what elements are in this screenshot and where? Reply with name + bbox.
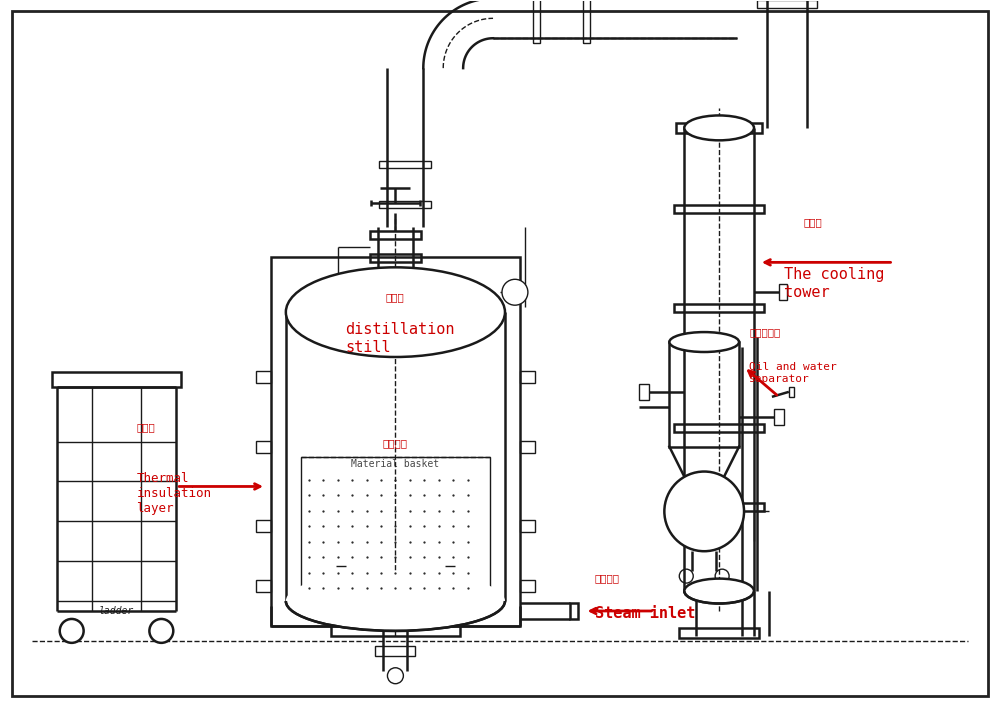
Text: distillation
still: distillation still — [346, 322, 455, 354]
Bar — [379, 201, 431, 208]
Circle shape — [149, 619, 173, 643]
Bar — [52, 372, 181, 387]
Bar — [757, 1, 817, 8]
Text: 冷凝器: 冷凝器 — [804, 218, 823, 228]
Bar — [520, 440, 535, 452]
Ellipse shape — [684, 115, 754, 141]
Bar — [271, 257, 520, 626]
Bar — [570, 603, 578, 619]
Bar — [674, 423, 764, 432]
Bar — [370, 231, 421, 240]
Bar — [774, 409, 784, 425]
Bar — [676, 123, 762, 133]
Bar — [256, 520, 271, 532]
Bar — [256, 440, 271, 452]
Bar — [520, 371, 535, 383]
Text: ladder: ladder — [99, 606, 134, 616]
Text: 蒸馏釜: 蒸馏釜 — [385, 292, 404, 302]
Text: 蒸汽进口: 蒸汽进口 — [595, 573, 620, 583]
Bar — [583, 0, 590, 43]
Ellipse shape — [684, 578, 754, 604]
Bar — [520, 520, 535, 532]
Bar — [639, 384, 649, 400]
Bar — [679, 628, 759, 638]
Text: Material basket: Material basket — [351, 459, 439, 469]
Text: Oil and water
separator: Oil and water separator — [749, 362, 837, 384]
Bar — [520, 580, 535, 592]
Text: Thermal
insulation
layer: Thermal insulation layer — [136, 472, 211, 515]
Bar — [674, 204, 764, 213]
Text: 保温层: 保温层 — [136, 421, 155, 432]
Bar — [674, 503, 764, 511]
Bar — [370, 255, 421, 262]
Bar — [789, 387, 794, 397]
Ellipse shape — [669, 332, 739, 352]
Bar — [779, 284, 787, 300]
Bar — [533, 0, 540, 43]
Bar — [331, 624, 460, 636]
Bar — [256, 580, 271, 592]
Bar — [375, 646, 415, 656]
Text: The cooling
tower: The cooling tower — [784, 267, 884, 300]
Bar — [256, 371, 271, 383]
Text: Steam inlet: Steam inlet — [595, 606, 695, 621]
Circle shape — [664, 472, 744, 551]
Ellipse shape — [286, 267, 505, 357]
Circle shape — [502, 279, 528, 305]
Circle shape — [60, 619, 84, 643]
Text: 油水分离器: 油水分离器 — [749, 327, 780, 337]
Bar — [674, 304, 764, 312]
Ellipse shape — [286, 571, 505, 631]
Bar — [669, 342, 739, 447]
Bar — [301, 457, 490, 596]
Bar — [379, 160, 431, 168]
Text: 物料吸篹: 物料吸篹 — [383, 438, 408, 449]
